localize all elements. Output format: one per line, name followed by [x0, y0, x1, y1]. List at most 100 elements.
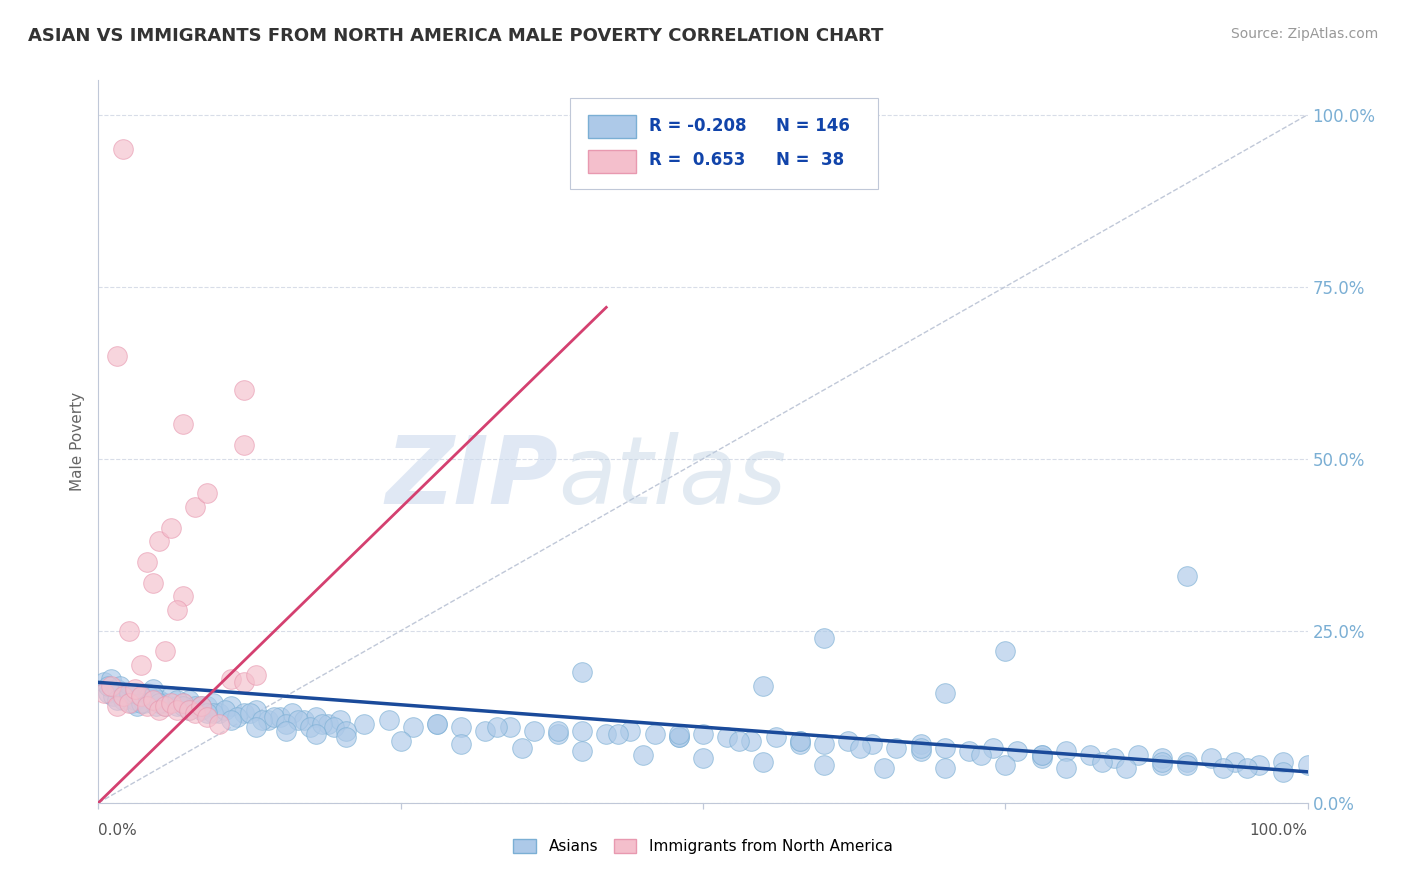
Point — [910, 737, 932, 751]
Text: ASIAN VS IMMIGRANTS FROM NORTH AMERICA MALE POVERTY CORRELATION CHART: ASIAN VS IMMIGRANTS FROM NORTH AMERICA M… — [28, 27, 883, 45]
Point — [190, 703, 212, 717]
Point — [728, 734, 751, 748]
Point — [135, 686, 157, 700]
Point — [571, 723, 593, 738]
Point — [160, 689, 183, 703]
Point — [668, 731, 690, 745]
Point — [1249, 758, 1271, 772]
Point — [184, 706, 207, 721]
Point — [1236, 761, 1258, 775]
Point — [1223, 755, 1246, 769]
Point — [789, 734, 811, 748]
Point — [910, 744, 932, 758]
Point — [195, 710, 218, 724]
Point — [105, 692, 128, 706]
Text: N = 146: N = 146 — [776, 117, 849, 135]
Legend: Asians, Immigrants from North America: Asians, Immigrants from North America — [508, 833, 898, 860]
Point — [274, 716, 297, 731]
Point — [93, 686, 115, 700]
Point — [305, 710, 328, 724]
Point — [813, 758, 835, 772]
Point — [100, 672, 122, 686]
Point — [547, 727, 569, 741]
Point — [239, 706, 262, 721]
Point — [668, 727, 690, 741]
Point — [129, 689, 152, 703]
Point — [323, 720, 346, 734]
Text: Source: ZipAtlas.com: Source: ZipAtlas.com — [1230, 27, 1378, 41]
Point — [153, 644, 176, 658]
Point — [486, 720, 509, 734]
Point — [1152, 751, 1174, 765]
Point — [263, 710, 285, 724]
Point — [910, 740, 932, 755]
Point — [232, 383, 254, 397]
Point — [752, 679, 775, 693]
Point — [813, 737, 835, 751]
Point — [316, 716, 339, 731]
Point — [981, 740, 1004, 755]
Point — [619, 723, 641, 738]
Point — [135, 699, 157, 714]
Point — [232, 706, 254, 721]
Point — [135, 555, 157, 569]
Point — [752, 755, 775, 769]
Point — [226, 710, 249, 724]
Point — [377, 713, 399, 727]
Point — [1054, 744, 1077, 758]
Point — [97, 686, 120, 700]
Point — [281, 706, 304, 721]
Point — [692, 751, 714, 765]
Point — [93, 675, 115, 690]
Point — [571, 744, 593, 758]
Point — [335, 731, 357, 745]
Point — [1007, 744, 1029, 758]
Point — [160, 696, 183, 710]
Point — [1152, 758, 1174, 772]
Point — [221, 713, 243, 727]
Point — [523, 723, 546, 738]
Text: 0.0%: 0.0% — [98, 823, 138, 838]
Point — [813, 631, 835, 645]
Point — [172, 417, 194, 432]
Point — [195, 486, 218, 500]
Point — [269, 710, 291, 724]
Point — [426, 716, 449, 731]
Point — [172, 590, 194, 604]
Point — [221, 672, 243, 686]
Text: R =  0.653: R = 0.653 — [648, 152, 745, 169]
Point — [789, 734, 811, 748]
Point — [1296, 758, 1319, 772]
Point — [299, 720, 322, 734]
Point — [105, 699, 128, 714]
Point — [138, 689, 160, 703]
Point — [142, 575, 165, 590]
Point — [245, 720, 267, 734]
Point — [547, 723, 569, 738]
Point — [595, 727, 617, 741]
Point — [994, 644, 1017, 658]
Point — [202, 706, 225, 721]
Point — [208, 706, 231, 721]
Point — [250, 713, 273, 727]
Point — [121, 696, 143, 710]
Point — [311, 716, 333, 731]
Point — [1175, 758, 1198, 772]
Point — [142, 692, 165, 706]
Point — [287, 713, 309, 727]
Point — [1054, 761, 1077, 775]
Point — [190, 699, 212, 714]
Point — [886, 740, 908, 755]
Point — [934, 686, 956, 700]
FancyBboxPatch shape — [588, 115, 637, 138]
Point — [1078, 747, 1101, 762]
Point — [124, 682, 146, 697]
FancyBboxPatch shape — [588, 150, 637, 173]
Point — [105, 349, 128, 363]
Point — [232, 438, 254, 452]
Point — [329, 713, 352, 727]
Point — [389, 734, 412, 748]
Point — [101, 689, 124, 703]
Text: atlas: atlas — [558, 432, 786, 524]
Point — [127, 699, 149, 714]
